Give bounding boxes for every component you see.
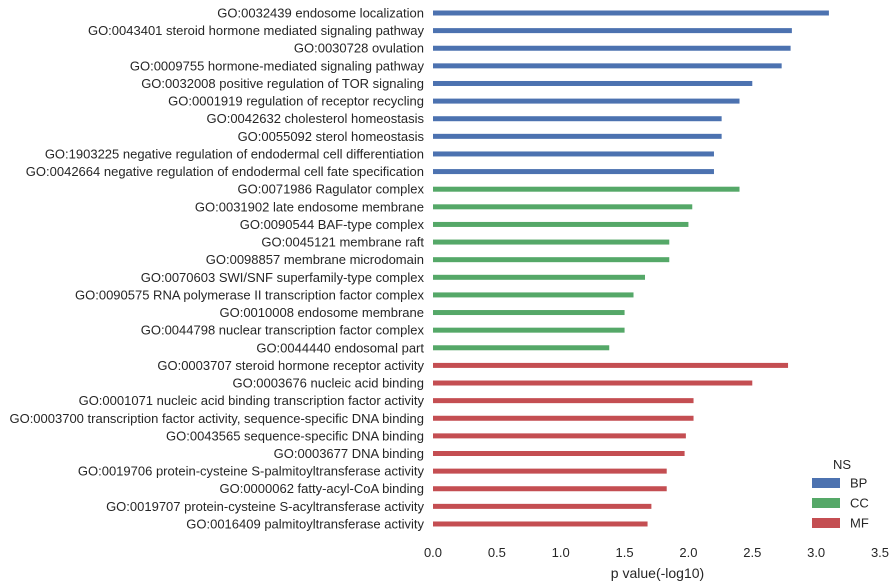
- category-label: GO:0042664 negative regulation of endode…: [26, 164, 424, 179]
- category-label: GO:1903225 negative regulation of endode…: [45, 146, 424, 161]
- category-label: GO:0030728 ovulation: [294, 41, 424, 56]
- category-label: GO:0043565 sequence-specific DNA binding: [166, 428, 424, 443]
- bar-mf-24: [433, 415, 694, 421]
- x-axis-label: p value(-log10): [611, 565, 704, 581]
- category-label: GO:0090575 RNA polymerase II transcripti…: [75, 287, 424, 302]
- bar-mf-22: [433, 380, 753, 386]
- bar-cc-16: [433, 274, 646, 280]
- category-labels-group: GO:0032439 endosome localization GO:00434…: [9, 6, 424, 532]
- bar-mf-30: [433, 521, 648, 527]
- bar-bp-9: [433, 151, 714, 157]
- category-label: GO:0001919 regulation of receptor recycl…: [168, 94, 424, 109]
- legend-label-bp: BP: [850, 476, 867, 491]
- category-label: GO:0019706 protein-cysteine S-palmitoylt…: [78, 464, 425, 479]
- category-label: GO:0042632 cholesterol homeostasis: [206, 111, 424, 126]
- x-tick-label: 3.5: [871, 545, 889, 560]
- bar-cc-19: [433, 327, 625, 333]
- category-label: GO:0000062 fatty-acyl-CoA binding: [219, 481, 424, 496]
- category-label: GO:0090544 BAF-type complex: [240, 217, 425, 232]
- category-label: GO:0003676 nucleic acid binding: [232, 376, 424, 391]
- legend-swatch-cc: [812, 498, 840, 508]
- legend: NS BP CC MF: [812, 457, 869, 531]
- category-label: GO:0016409 palmitoyltransferase activity: [186, 516, 424, 531]
- bar-cc-12: [433, 204, 693, 210]
- category-label: GO:0071986 Ragulator complex: [238, 182, 425, 197]
- x-tick-label: 0.5: [488, 545, 506, 560]
- legend-swatch-mf: [812, 518, 840, 528]
- bar-cc-13: [433, 221, 689, 227]
- category-label: GO:0003700 transcription factor activity…: [9, 411, 424, 426]
- bar-cc-20: [433, 345, 610, 351]
- x-tick-label: 2.5: [743, 545, 761, 560]
- legend-title: NS: [833, 457, 851, 472]
- category-label: GO:0010008 endosome membrane: [219, 305, 424, 320]
- x-tick-label: 3.0: [807, 545, 825, 560]
- bar-bp-10: [433, 169, 714, 175]
- bar-bp-2: [433, 28, 792, 34]
- bar-bp-4: [433, 63, 782, 69]
- category-label: GO:0045121 membrane raft: [261, 235, 424, 250]
- bar-mf-28: [433, 486, 667, 492]
- category-label: GO:0055092 sterol homeostasis: [238, 129, 425, 144]
- bar-mf-21: [433, 362, 789, 368]
- category-label: GO:0098857 membrane microdomain: [206, 252, 424, 267]
- bar-mf-25: [433, 433, 686, 439]
- bar-cc-17: [433, 292, 634, 298]
- bar-cc-14: [433, 239, 670, 245]
- bars-group: [433, 10, 829, 527]
- bar-cc-18: [433, 310, 625, 316]
- bar-mf-26: [433, 451, 685, 456]
- x-tick-label: 1.0: [552, 545, 570, 560]
- category-label: GO:0031902 late endosome membrane: [195, 199, 424, 214]
- category-label: GO:0009755 hormone-mediated signaling pa…: [130, 58, 425, 73]
- legend-swatch-bp: [812, 478, 840, 488]
- bar-cc-11: [433, 186, 740, 192]
- bar-bp-1: [433, 10, 829, 16]
- bar-mf-23: [433, 398, 694, 404]
- category-label: GO:0043401 steroid hormone mediated sign…: [88, 23, 425, 38]
- bar-mf-27: [433, 468, 667, 474]
- category-label: GO:0070603 SWI/SNF superfamily-type comp…: [141, 270, 425, 285]
- x-tick-labels-group: 0.0 0.5 1.0 1.5 2.0 2.5 3.0 3.5: [424, 545, 889, 560]
- category-label: GO:0003677 DNA binding: [274, 446, 424, 461]
- x-tick-label: 2.0: [679, 545, 697, 560]
- x-tick-label: 0.0: [424, 545, 442, 560]
- x-tick-label: 1.5: [616, 545, 634, 560]
- legend-label-cc: CC: [850, 496, 869, 511]
- category-label: GO:0019707 protein-cysteine S-acyltransf…: [106, 499, 424, 514]
- category-label: GO:0032439 endosome localization: [217, 6, 424, 21]
- category-label: GO:0032008 positive regulation of TOR si…: [141, 76, 424, 91]
- legend-label-mf: MF: [850, 516, 869, 531]
- bar-bp-8: [433, 133, 722, 139]
- category-label: GO:0001071 nucleic acid binding transcri…: [79, 393, 425, 408]
- bar-bp-7: [433, 116, 722, 122]
- category-label: GO:0044440 endosomal part: [256, 340, 424, 355]
- bar-mf-29: [433, 503, 652, 509]
- bar-cc-15: [433, 257, 670, 263]
- category-label: GO:0044798 nuclear transcription factor …: [141, 323, 425, 338]
- category-label: GO:0003707 steroid hormone receptor acti…: [157, 358, 424, 373]
- bar-bp-3: [433, 45, 791, 51]
- bar-bp-5: [433, 80, 753, 86]
- bar-bp-6: [433, 98, 740, 104]
